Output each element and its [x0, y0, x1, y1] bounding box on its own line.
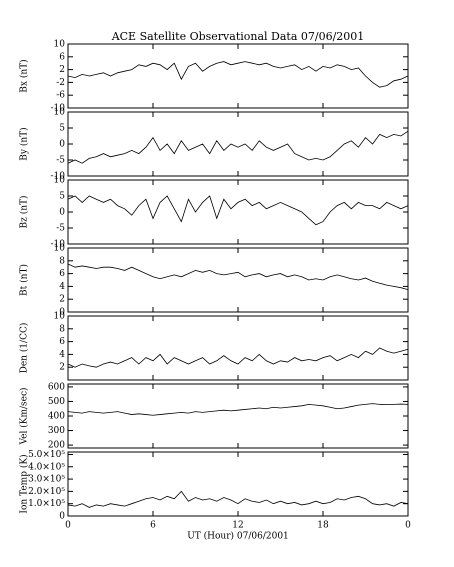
y-tick-label: 0: [59, 308, 65, 318]
x-tick-label: 0: [405, 521, 411, 531]
y-tick-label: 3.0×10⁵: [28, 475, 65, 485]
y-axis-label: Bt (nT): [19, 264, 30, 296]
y-tick-label: 6: [59, 269, 65, 279]
y-axis-label: Vel (Km/sec): [19, 387, 30, 445]
data-line: [67, 61, 409, 88]
y-tick-label: 8: [59, 324, 65, 334]
y-axis-label: By (nT): [19, 127, 30, 160]
y-tick-label: -10: [51, 172, 66, 182]
x-tick-label: 18: [317, 521, 329, 531]
y-axis-label: Ion Temp (K): [19, 454, 30, 513]
data-line: [67, 347, 409, 368]
y-tick-label: 4.0×10⁵: [28, 462, 65, 472]
data-line: [67, 130, 409, 164]
y-tick-label: 10: [54, 176, 66, 186]
panel-frame: [67, 315, 409, 381]
y-tick-label: 4: [59, 350, 65, 360]
y-tick-label: 600: [48, 382, 65, 392]
y-tick-label: 2: [59, 363, 65, 373]
y-tick-label: 4: [59, 282, 65, 292]
y-tick-label: 0: [59, 208, 65, 218]
y-tick-label: 0: [59, 512, 65, 522]
panel-frame: [67, 179, 409, 245]
panel-frame: [67, 111, 409, 177]
y-tick-label: -6: [56, 91, 65, 101]
y-tick-label: -5: [56, 224, 65, 234]
chart-title: ACE Satellite Observational Data 07/06/2…: [111, 30, 365, 43]
data-line: [67, 490, 409, 508]
y-axis-label: Bz (nT): [19, 195, 30, 228]
y-axis-label: Den (1/CC): [19, 323, 30, 374]
panel-frame: [67, 43, 409, 109]
y-tick-label: 300: [48, 426, 65, 436]
x-axis-label: UT (Hour) 07/06/2001: [187, 531, 289, 542]
data-line: [67, 195, 409, 226]
y-tick-label: -5: [56, 156, 65, 166]
y-tick-label: 0: [59, 140, 65, 150]
data-line: [67, 263, 409, 290]
panel-frame: [67, 451, 409, 517]
y-tick-label: 10: [54, 40, 66, 50]
y-tick-label: -10: [51, 240, 66, 250]
y-tick-label: 8: [59, 256, 65, 266]
panel-frame: [67, 383, 409, 449]
y-tick-label: 6: [59, 52, 65, 62]
y-tick-label: 5: [59, 124, 65, 134]
y-tick-label: 500: [48, 397, 65, 407]
y-axis-label: Bx (nT): [19, 59, 30, 92]
y-tick-label: 5: [59, 192, 65, 202]
y-tick-label: 10: [54, 312, 66, 322]
y-tick-label: 400: [48, 412, 65, 422]
y-tick-label: 5.0×10⁵: [28, 450, 65, 460]
y-tick-label: 200: [48, 441, 65, 451]
x-tick-label: 6: [150, 521, 156, 531]
y-tick-label: 6: [59, 337, 65, 347]
x-tick-label: 12: [232, 521, 243, 531]
y-tick-label: -10: [51, 104, 66, 114]
y-tick-label: 2.0×10⁵: [28, 487, 65, 497]
y-tick-label: 2: [59, 65, 65, 75]
y-tick-label: 2: [59, 295, 65, 305]
x-tick-label: 0: [65, 521, 71, 531]
data-line: [67, 403, 409, 416]
y-tick-label: 10: [54, 244, 66, 254]
y-tick-label: -2: [56, 78, 65, 88]
y-tick-label: 10: [54, 108, 66, 118]
y-tick-label: 1.0×10⁵: [28, 499, 65, 509]
